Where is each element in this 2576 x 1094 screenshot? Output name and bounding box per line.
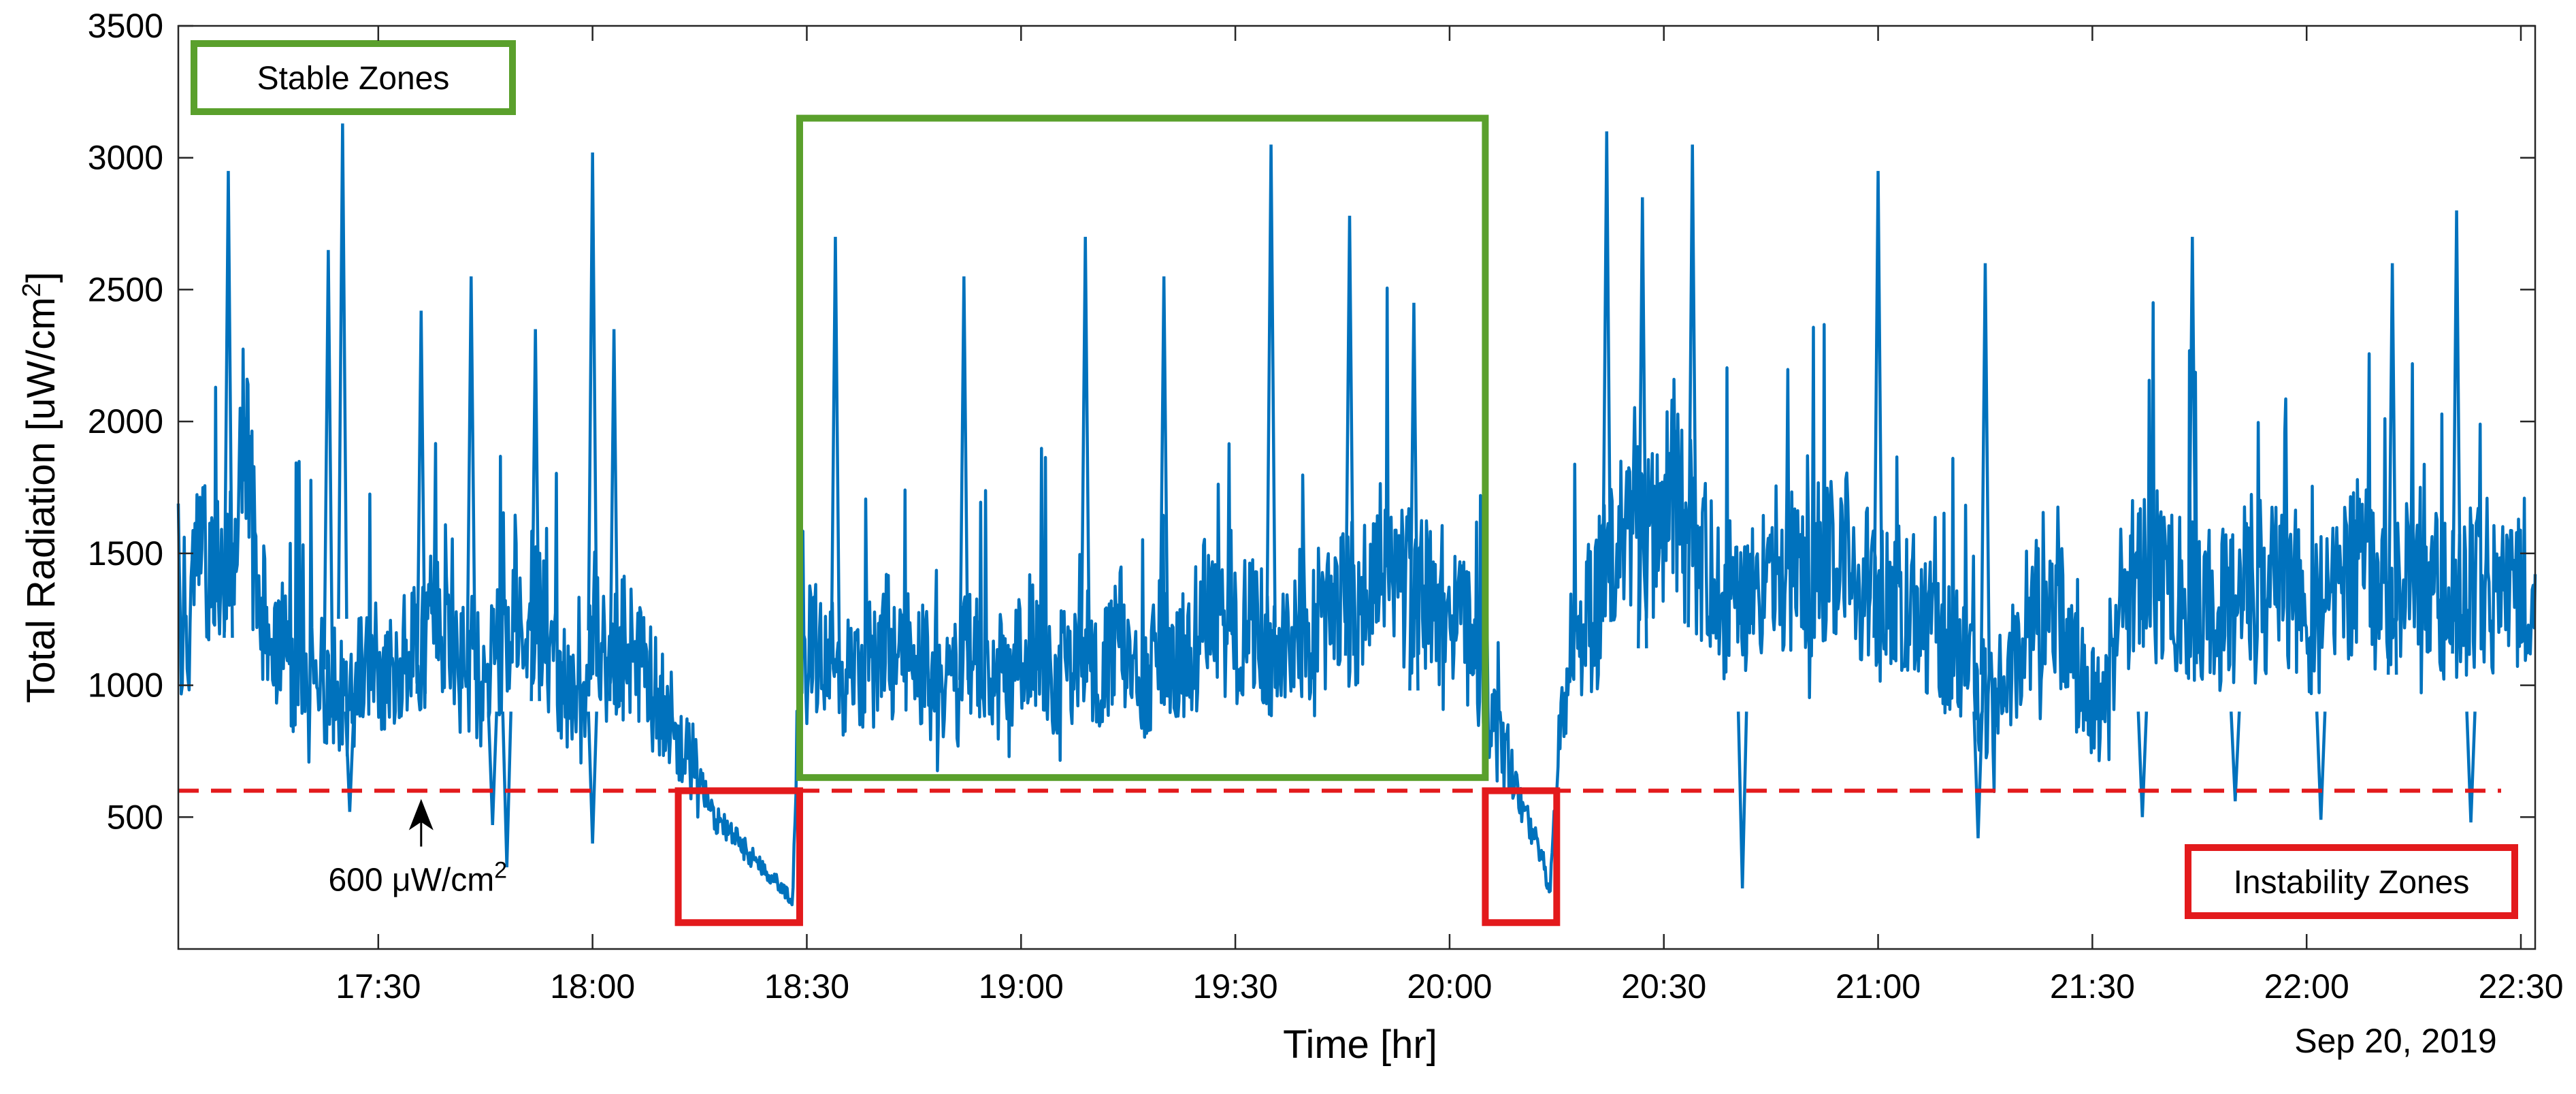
annotation-arrow-head-0: [408, 799, 434, 831]
legend-box-label-0: Stable Zones: [257, 61, 450, 97]
y-tick-label-4: 2500: [88, 270, 163, 308]
series-dip-1: [487, 711, 498, 825]
axes-layer: 500 1000 1500 2000 2500 3000 3500 17:30 18:00 18:…: [88, 7, 2564, 1005]
y-tick-label-0: 500: [107, 798, 163, 836]
date-label: Sep 20, 2019: [2294, 1022, 2497, 1060]
x-tick-label-6: 20:30: [1621, 967, 1706, 1005]
series-peak-9: [958, 276, 970, 680]
series-peak-6: [587, 152, 598, 631]
stable-zone-box-0: [796, 114, 1489, 782]
series-peak-22: [2451, 210, 2462, 654]
annotation-label-superscript-0: 2: [494, 858, 507, 884]
y-axis-label-superscript: 2: [18, 283, 46, 297]
legend-box-1: [2185, 844, 2518, 919]
series-peak-0: [223, 171, 234, 638]
series-peak-12: [1265, 144, 1277, 628]
series-dip-8: [2315, 711, 2327, 820]
series-dip-7: [2230, 711, 2241, 802]
legend-box-0: [191, 40, 516, 115]
y-axis-label: Total Radiation [uW/cm2]: [18, 272, 63, 703]
x-tick-label-10: 22:30: [2478, 967, 2563, 1005]
series-peak-4: [466, 276, 477, 680]
label-layer: Time [hr] Sep 20, 2019 Total Radiation […: [18, 272, 2497, 1067]
series-layer: [176, 123, 2537, 907]
x-tick-label-9: 22:00: [2264, 967, 2349, 1005]
series-dip-6: [2136, 711, 2149, 818]
series-line-0: [176, 286, 2537, 907]
series-peak-20: [2187, 236, 2198, 664]
y-tick-label-3: 2000: [88, 402, 163, 440]
series-peak-7: [608, 329, 620, 701]
x-tick-label-1: 18:00: [550, 967, 635, 1005]
series-dip-9: [2465, 711, 2477, 823]
x-tick-label-5: 20:00: [1407, 967, 1492, 1005]
y-axis-label-main: Total Radiation [uW/cm: [19, 297, 63, 703]
series-peak-11: [1158, 276, 1170, 680]
x-tick-label-2: 18:30: [764, 967, 849, 1005]
y-tick-label-5: 3000: [88, 139, 163, 177]
x-axis-label: Time [hr]: [1283, 1023, 1437, 1067]
zone-layer: Stable Zones Instability Zones 600 μW/cm2: [191, 40, 2518, 927]
annotation-label-0: 600 μW/cm2: [328, 858, 507, 899]
y-tick-label-2: 1500: [88, 534, 163, 573]
series-peak-14: [1408, 302, 1420, 691]
series-dip-2: [501, 711, 512, 867]
y-tick-label-1: 1000: [88, 666, 163, 705]
plot-frame: [177, 25, 2537, 950]
series-peak-17: [1686, 144, 1698, 628]
series-peak-10: [1079, 236, 1091, 664]
instability-zone-box-1: [674, 787, 803, 927]
series-peak-16: [1637, 197, 1648, 649]
y-axis-label-suffix: ]: [19, 272, 63, 283]
series-dip-5: [1972, 711, 1984, 839]
series-peak-15: [1601, 131, 1613, 622]
annotation-label-main-0: 600 μW/cm: [328, 863, 494, 899]
series-dip-4: [1736, 711, 1748, 888]
series-peak-21: [2386, 263, 2398, 675]
series-peak-18: [1872, 171, 1884, 638]
series-dip-3: [587, 711, 598, 844]
series-peak-13: [1343, 215, 1356, 656]
x-tick-label-3: 19:00: [979, 967, 1064, 1005]
series-peak-8: [830, 236, 841, 664]
legend-box-label-1: Instability Zones: [2234, 865, 2470, 901]
series-peak-3: [415, 310, 427, 694]
x-tick-label-4: 19:30: [1193, 967, 1278, 1005]
instability-zone-box-2: [1482, 787, 1561, 927]
series-dip-0: [344, 711, 356, 812]
series-peak-2: [337, 123, 348, 619]
series-peak-19: [1979, 263, 1991, 675]
y-tick-label-6: 3500: [88, 7, 163, 45]
x-tick-label-7: 21:00: [1836, 967, 1921, 1005]
series-peak-5: [529, 329, 541, 701]
x-tick-label-0: 17:30: [336, 967, 421, 1005]
series-peak-1: [323, 250, 334, 670]
x-tick-label-8: 21:30: [2050, 967, 2135, 1005]
